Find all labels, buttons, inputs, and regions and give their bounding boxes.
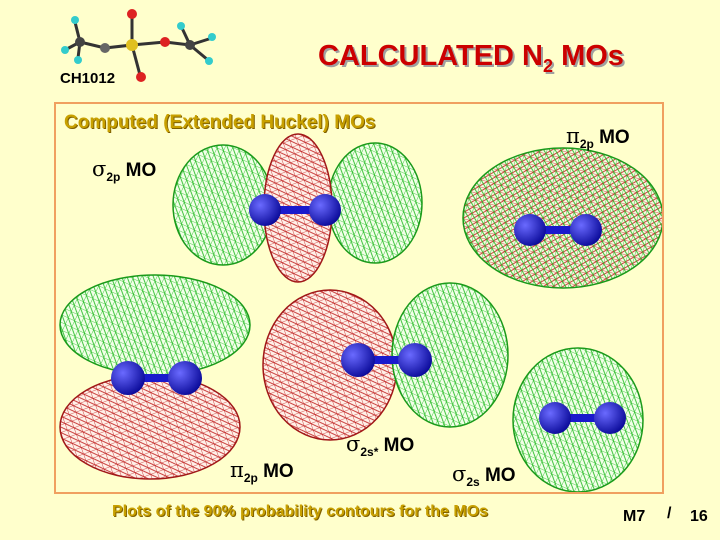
- molecule-logo: [61, 9, 216, 82]
- figure-panel: [54, 102, 664, 494]
- sigma-2s-star-orbital: [262, 282, 509, 441]
- label-sigma-2p: σ2p MO: [92, 157, 157, 184]
- slide-number: 16: [690, 508, 708, 525]
- pi-2p-orbital-left: [59, 274, 251, 480]
- label-pi-2p-right: π2p MO: [566, 124, 630, 151]
- figure-caption: Plots of the 90% probability contours fo…: [112, 503, 489, 520]
- panel-subtitle: Computed (Extended Huckel) MOs: [64, 112, 376, 133]
- label-pi-2p-left: π2p MO: [230, 458, 294, 485]
- slide-title-main: CALCULATED N: [318, 40, 543, 72]
- slide-title-end: MOs: [553, 40, 624, 72]
- label-sigma-2s-star: σ2s* MO: [346, 432, 415, 459]
- pi-2p-orbital-right: [462, 147, 664, 289]
- course-code: CH1012: [60, 70, 116, 87]
- slide-separator: /: [667, 505, 672, 522]
- slide-reference: M7: [623, 508, 646, 525]
- sigma-2p-orbital: [172, 133, 423, 283]
- slide-title: CALCULATED N2 MOs: [318, 40, 624, 77]
- sigma-2s-orbital: [512, 347, 644, 493]
- slide-title-subscript: 2: [543, 55, 554, 76]
- label-sigma-2s: σ2s MO: [452, 462, 516, 489]
